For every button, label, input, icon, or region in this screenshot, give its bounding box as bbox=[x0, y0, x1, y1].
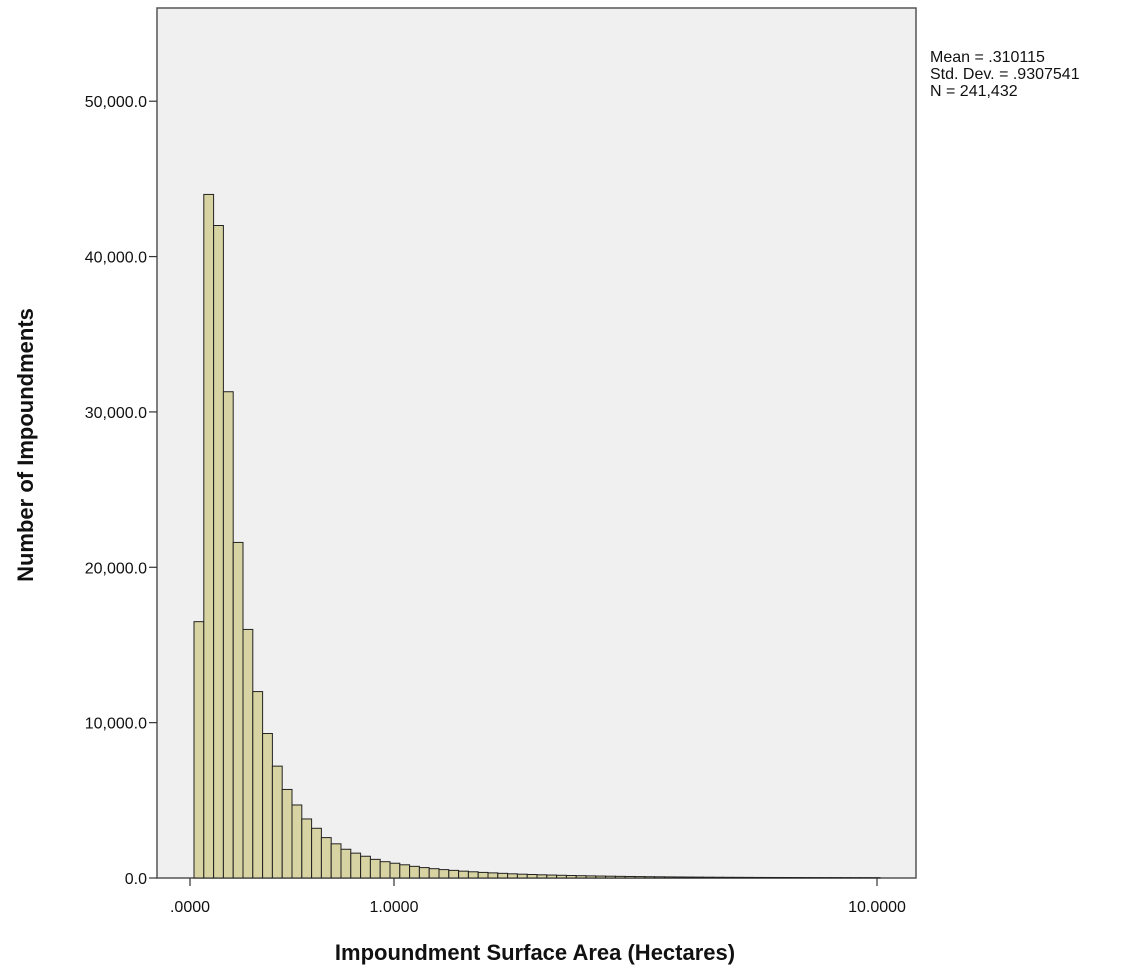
histogram-bar bbox=[477, 871, 489, 879]
histogram-bar bbox=[438, 869, 450, 879]
histogram-bar bbox=[213, 225, 224, 879]
histogram-bar bbox=[222, 391, 234, 879]
histogram-bar bbox=[418, 867, 430, 879]
histogram-bar bbox=[771, 876, 783, 879]
histogram-bar bbox=[614, 875, 626, 879]
y-tick-label: 0.0 bbox=[125, 871, 147, 888]
bars-group bbox=[193, 193, 881, 879]
histogram-bar bbox=[193, 621, 205, 879]
histogram-bar bbox=[399, 864, 411, 879]
histogram-bar bbox=[516, 873, 528, 879]
histogram-bar bbox=[271, 765, 283, 879]
histogram-bar bbox=[242, 628, 254, 879]
histogram-bar bbox=[585, 875, 597, 879]
histogram-bar bbox=[644, 876, 656, 879]
histogram-bar bbox=[712, 876, 724, 879]
histogram-bar bbox=[742, 876, 754, 879]
y-tick-label: 50,000.0 bbox=[85, 94, 147, 111]
histogram-bar bbox=[703, 876, 714, 879]
stat-mean: Mean = .310115 bbox=[930, 49, 1045, 66]
histogram-bar bbox=[301, 818, 313, 879]
histogram-bar bbox=[575, 875, 587, 879]
statistics-box: Mean = .310115 Std. Dev. = .9307541 N = … bbox=[930, 49, 1080, 100]
histogram-bar bbox=[350, 852, 362, 879]
histogram-bar bbox=[634, 876, 646, 879]
plot-area bbox=[156, 7, 917, 879]
histogram-bar bbox=[556, 874, 567, 879]
histogram-bar bbox=[487, 872, 499, 879]
stat-std-dev: Std. Dev. = .9307541 bbox=[930, 66, 1080, 83]
histogram-bar bbox=[428, 868, 440, 879]
x-tick-label: .0000 bbox=[170, 899, 210, 916]
histogram-bar bbox=[458, 870, 469, 879]
histogram-bar bbox=[448, 869, 460, 879]
x-tick-label: 10.0000 bbox=[848, 899, 906, 916]
histogram-bar bbox=[673, 876, 685, 879]
histogram-bar bbox=[467, 871, 479, 879]
histogram-bar bbox=[595, 875, 607, 879]
histogram-bar bbox=[409, 865, 420, 879]
histogram-bar bbox=[683, 876, 695, 879]
histogram-bar bbox=[360, 855, 371, 879]
histogram-bar bbox=[497, 872, 509, 879]
stat-n: N = 241,432 bbox=[930, 83, 1018, 100]
histogram-bar bbox=[752, 876, 763, 879]
histogram-bar bbox=[546, 874, 558, 879]
histogram-bar bbox=[624, 875, 636, 879]
histogram-bar bbox=[389, 862, 401, 879]
histogram-bar bbox=[252, 691, 264, 879]
histogram-bar bbox=[232, 541, 244, 879]
histogram-bar bbox=[722, 876, 734, 879]
histogram-bar bbox=[369, 858, 381, 879]
x-axis-label: Impoundment Surface Area (Hectares) bbox=[334, 940, 736, 965]
histogram-bar bbox=[693, 876, 705, 879]
histogram-bar bbox=[262, 733, 273, 879]
histogram-bar bbox=[732, 876, 744, 879]
y-tick-label: 40,000.0 bbox=[85, 250, 147, 267]
histogram-bar bbox=[311, 827, 322, 879]
histogram-bar bbox=[536, 874, 548, 879]
histogram-bar bbox=[761, 876, 773, 879]
y-tick-label: 10,000.0 bbox=[85, 716, 147, 733]
histogram-bar bbox=[654, 876, 665, 879]
histogram-bar bbox=[291, 804, 303, 879]
x-tick-label: 1.0000 bbox=[370, 899, 419, 916]
x-axis: .0000 1.0000 10.0000 bbox=[170, 878, 906, 916]
histogram-bar bbox=[330, 843, 342, 879]
histogram-bar bbox=[379, 861, 391, 879]
histogram-bar bbox=[203, 193, 215, 879]
histogram-bar bbox=[605, 875, 616, 879]
histogram-bar bbox=[340, 848, 352, 879]
y-axis: 0.0 10,000.0 20,000.0 30,000.0 40,000.0 50,00… bbox=[85, 94, 157, 888]
y-axis-label: Number of Impoundments bbox=[13, 308, 38, 582]
histogram-bar bbox=[281, 788, 293, 879]
histogram-bar bbox=[663, 876, 675, 879]
y-tick-label: 30,000.0 bbox=[85, 405, 147, 422]
histogram-bar bbox=[526, 874, 538, 879]
histogram-bar bbox=[565, 875, 577, 879]
histogram-bar bbox=[507, 873, 518, 879]
histogram-bar bbox=[320, 837, 332, 879]
y-tick-label: 20,000.0 bbox=[85, 560, 147, 577]
